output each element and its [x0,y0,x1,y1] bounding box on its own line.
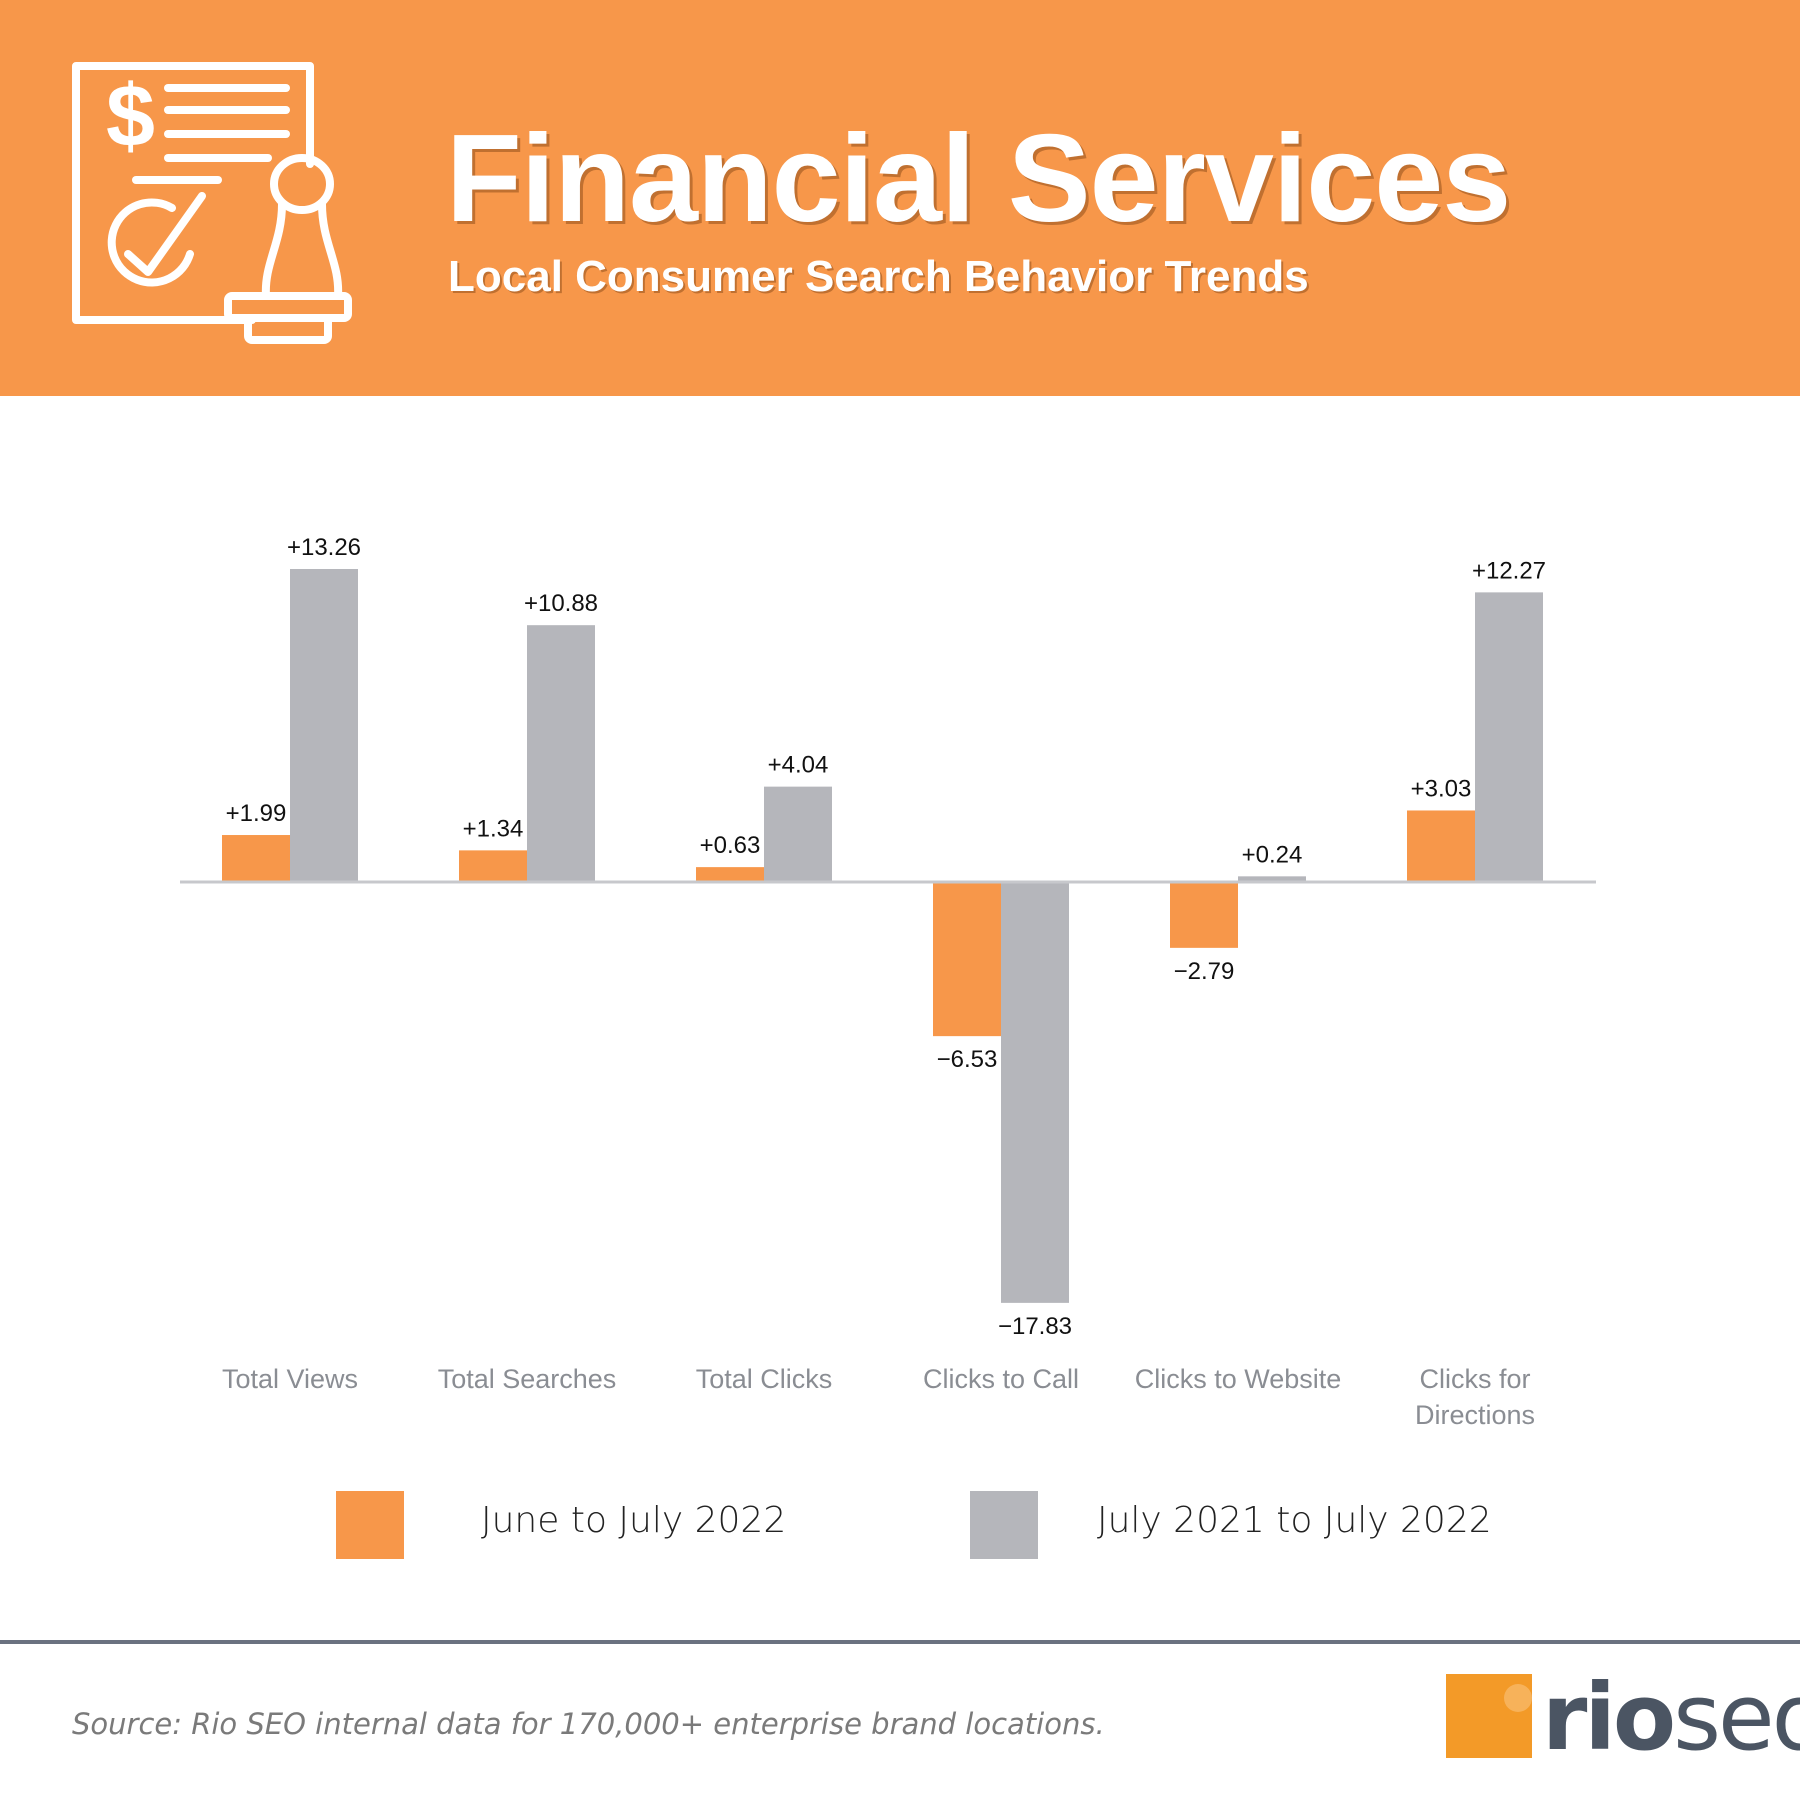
data-label: +10.88 [524,590,598,617]
category-label: Clicks for [1419,1364,1530,1394]
logo-dot-icon [1504,1684,1532,1712]
bar [222,835,290,882]
source-note: Source: Rio SEO internal data for 170,00… [72,1707,1105,1741]
data-label: +1.99 [226,800,287,827]
bar [933,882,1001,1037]
data-label: −6.53 [937,1046,998,1073]
category-label: Clicks to Call [923,1364,1079,1394]
category-label: Clicks to Website [1135,1364,1342,1394]
category-label: Total Searches [438,1364,617,1394]
data-label: −17.83 [998,1313,1072,1340]
bar [696,867,764,882]
legend-swatch-year-over-year [970,1491,1038,1559]
financial-document-stamp-icon: $ [72,62,352,344]
legend-swatch-june-july [336,1491,404,1559]
footer-divider [0,1640,1800,1644]
category-label: Total Clicks [696,1364,833,1394]
data-label: +12.27 [1472,557,1546,584]
bar-chart: +1.99 +1.34 +0.63 −6.53 −2.79 +3.03 +13.26 +10.… [180,534,1596,1430]
category-label: Directions [1415,1400,1535,1430]
bar [527,625,595,882]
data-label: −2.79 [1174,958,1235,985]
bar [1001,882,1069,1303]
legend-label-june-july: June to July 2022 [481,1500,787,1541]
data-label: +3.03 [1411,775,1472,802]
data-label: +4.04 [768,752,829,779]
logo-wordmark: rioseo [1542,1664,1800,1771]
category-label: Total Views [222,1364,358,1394]
bar [290,569,358,882]
page-title: Financial Services [446,110,1511,248]
svg-text:$: $ [106,66,155,165]
bar [459,850,527,882]
bar [764,786,832,882]
data-label: +1.34 [463,815,524,842]
bar [1170,882,1238,948]
rio-seo-logo: rioseo [1446,1664,1800,1775]
bar [1475,592,1543,882]
header-banner: $ Financial Services Local Consumer Sear… [0,0,1800,396]
bar [1407,810,1475,882]
bar [1238,876,1306,882]
data-label: +0.24 [1242,841,1303,868]
data-label: +0.63 [700,832,761,859]
data-label: +13.26 [287,534,361,561]
page-subtitle: Local Consumer Search Behavior Trends [448,252,1309,301]
legend-label-year-over-year: July 2021 to July 2022 [1097,1500,1492,1541]
